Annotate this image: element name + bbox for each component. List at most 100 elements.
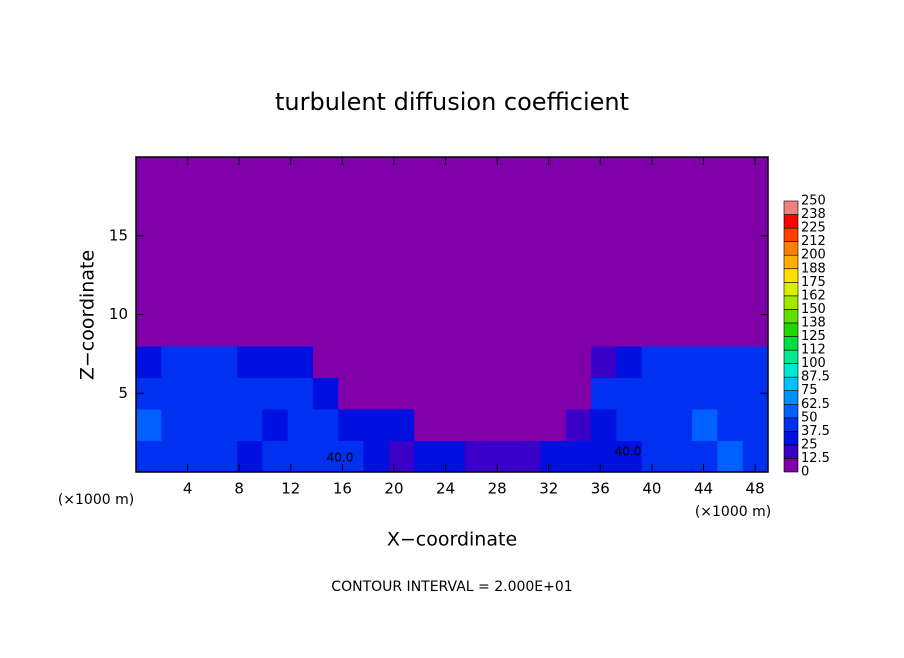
field-cell xyxy=(363,440,390,473)
field-cell xyxy=(312,220,339,252)
field-cell xyxy=(742,409,769,441)
field-cell xyxy=(540,220,567,252)
field-cell xyxy=(161,188,188,221)
colorbar-label: 37.5 xyxy=(801,424,830,439)
colorbar-swatch xyxy=(783,431,799,446)
colorbar-swatch xyxy=(783,417,799,432)
field-cell xyxy=(464,346,491,378)
field-cell xyxy=(388,188,415,221)
colorbar-label: 25 xyxy=(801,437,818,452)
field-cell xyxy=(136,314,162,347)
colorbar-swatch xyxy=(783,241,799,256)
field-cell xyxy=(414,440,440,473)
field-cell xyxy=(439,157,466,189)
x-tick-label: 40 xyxy=(642,480,661,498)
field-cell xyxy=(641,220,668,252)
field-cell xyxy=(742,157,769,189)
field-cell xyxy=(161,346,188,378)
colorbar-swatch xyxy=(783,214,799,229)
field-cell xyxy=(312,440,339,473)
field-cell xyxy=(666,377,693,410)
field-cell xyxy=(565,283,592,315)
field-cell xyxy=(363,157,390,189)
field-cell xyxy=(742,346,769,378)
x-axis-label: X−coordinate xyxy=(387,529,517,551)
field-cell xyxy=(161,409,188,441)
field-cell xyxy=(692,346,718,378)
field-cell xyxy=(312,377,339,410)
field-cell xyxy=(161,251,188,284)
y-axis-label: Z−coordinate xyxy=(77,250,99,380)
field-cell xyxy=(464,188,491,221)
field-cell xyxy=(464,283,491,315)
field-cell xyxy=(489,220,516,252)
field-cell xyxy=(363,220,390,252)
field-cell xyxy=(186,157,213,189)
colorbar-label: 125 xyxy=(801,329,826,344)
field-cell xyxy=(414,283,440,315)
field-cell xyxy=(666,157,693,189)
colorbar-swatch xyxy=(783,336,799,351)
field-cell xyxy=(237,157,263,189)
field-cell xyxy=(338,188,365,221)
colorbar-swatch xyxy=(783,281,799,297)
colorbar-label: 250 xyxy=(801,194,826,209)
field-cell xyxy=(742,251,769,284)
colorbar-label: 238 xyxy=(801,207,826,222)
field-cell xyxy=(287,188,314,221)
field-cell xyxy=(287,251,314,284)
field-cell xyxy=(717,188,744,221)
field-cell xyxy=(186,409,213,441)
field-cell xyxy=(742,440,769,473)
field-cell xyxy=(515,346,541,378)
field-cell xyxy=(388,283,415,315)
field-cell xyxy=(414,188,440,221)
field-cell xyxy=(287,346,314,378)
colorbar-label: 200 xyxy=(801,248,826,263)
colorbar-label: 162 xyxy=(801,288,826,303)
field-cell xyxy=(464,409,491,441)
field-cell xyxy=(641,377,668,410)
field-cell xyxy=(717,283,744,315)
field-cell xyxy=(616,409,643,441)
field-cell xyxy=(161,377,188,410)
field-cell xyxy=(211,377,238,410)
field-cell xyxy=(489,314,516,347)
field-cell xyxy=(211,251,238,284)
field-cell xyxy=(262,220,289,252)
field-cell xyxy=(439,409,466,441)
field-cell xyxy=(414,220,440,252)
field-cell xyxy=(414,346,440,378)
field-cell xyxy=(388,157,415,189)
field-cell xyxy=(591,283,617,315)
x-tick-label: 16 xyxy=(333,480,352,498)
colorbar-label: 150 xyxy=(801,302,826,317)
field-cell xyxy=(591,314,617,347)
field-cell xyxy=(287,283,314,315)
field-cell xyxy=(439,220,466,252)
field-cell xyxy=(211,440,238,473)
field-cell xyxy=(464,220,491,252)
field-cell xyxy=(287,409,314,441)
field-cell xyxy=(161,220,188,252)
field-cell xyxy=(666,346,693,378)
field-cell xyxy=(464,251,491,284)
x-tick-label: 44 xyxy=(694,480,713,498)
colorbar-swatch xyxy=(783,376,799,391)
field-cell xyxy=(641,314,668,347)
x-tick-label: 4 xyxy=(183,480,193,498)
field-cell xyxy=(161,283,188,315)
field-cell xyxy=(363,409,390,441)
field-cell xyxy=(565,220,592,252)
field-cell xyxy=(489,188,516,221)
field-cell xyxy=(591,220,617,252)
field-cell xyxy=(742,314,769,347)
field-cell xyxy=(591,377,617,410)
field-cell xyxy=(515,377,541,410)
x-unit: (×1000 m) xyxy=(695,504,771,520)
field-cell xyxy=(616,251,643,284)
field-cell xyxy=(186,251,213,284)
field-cell xyxy=(717,157,744,189)
field-cell xyxy=(666,314,693,347)
field-cell xyxy=(540,409,567,441)
